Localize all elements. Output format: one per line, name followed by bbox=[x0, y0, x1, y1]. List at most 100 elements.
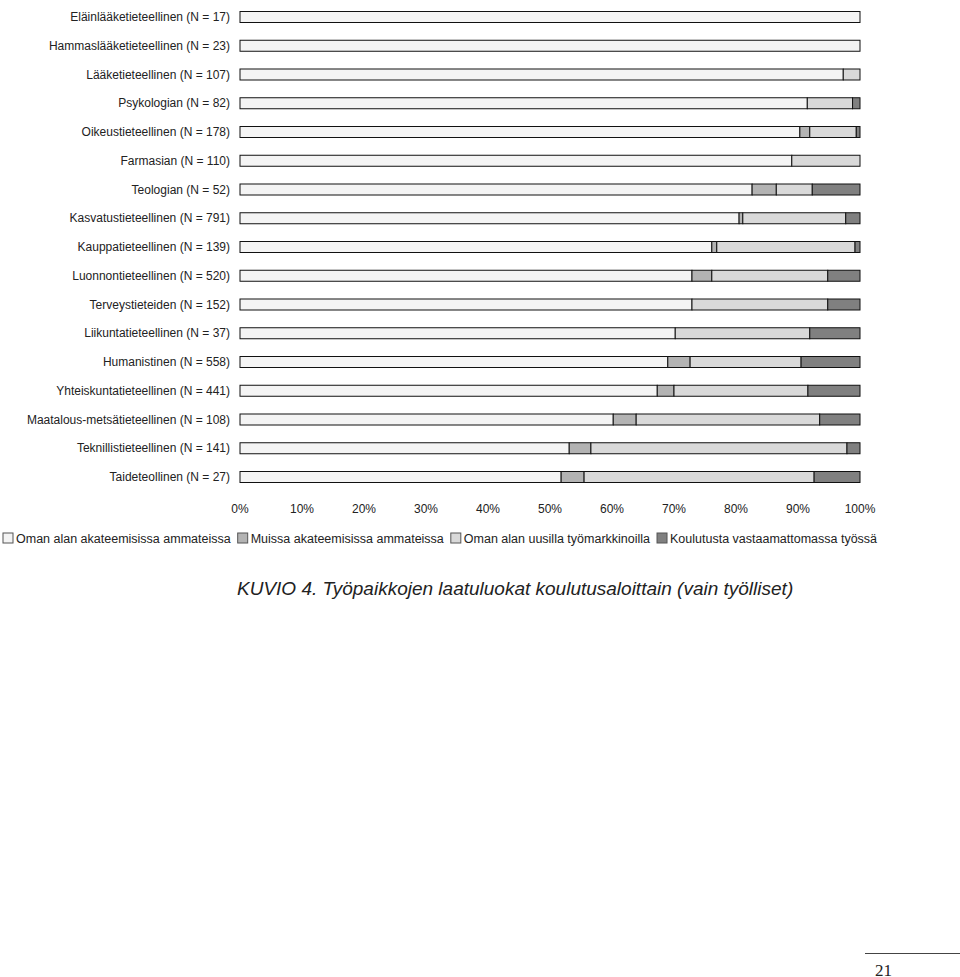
bar-segment bbox=[668, 357, 690, 368]
page-number: 21 bbox=[875, 961, 892, 977]
bar-segment bbox=[674, 385, 808, 396]
bar-segment bbox=[240, 414, 613, 425]
category-label: Humanistinen (N = 558) bbox=[103, 355, 230, 369]
bar-segment bbox=[846, 213, 860, 224]
bar-segment bbox=[240, 328, 675, 339]
x-tick-label: 20% bbox=[352, 502, 376, 516]
bar-segment bbox=[800, 127, 810, 138]
x-ticks: 0%10%20%30%40%50%60%70%80%90%100% bbox=[231, 493, 875, 516]
category-label: Luonnontieteellinen (N = 520) bbox=[72, 269, 230, 283]
bar-segment bbox=[240, 472, 561, 483]
bar-segment bbox=[843, 69, 860, 80]
bar-segment bbox=[240, 184, 752, 195]
category-label: Lääketieteellinen (N = 107) bbox=[86, 68, 230, 82]
bar-segment bbox=[739, 213, 743, 224]
x-tick-label: 100% bbox=[845, 502, 876, 516]
x-tick-label: 50% bbox=[538, 502, 562, 516]
bar-segment bbox=[752, 184, 776, 195]
bar-segment bbox=[240, 127, 800, 138]
x-tick-label: 30% bbox=[414, 502, 438, 516]
bar-segment bbox=[240, 385, 657, 396]
bar-segment bbox=[240, 12, 860, 23]
category-label: Farmasian (N = 110) bbox=[121, 154, 230, 168]
bar-segment bbox=[860, 12, 861, 23]
x-tick-label: 70% bbox=[662, 502, 686, 516]
x-tick-label: 40% bbox=[476, 502, 500, 516]
bar-segment bbox=[692, 270, 712, 281]
bar-segment bbox=[712, 242, 717, 253]
bar-segment bbox=[690, 357, 801, 368]
page-rule bbox=[865, 953, 960, 954]
bar-segment bbox=[860, 12, 861, 23]
legend-label: Oman alan uusilla työmarkkinoilla bbox=[464, 532, 650, 546]
bar-segment bbox=[657, 385, 674, 396]
legend-label: Oman alan akateemisissa ammateissa bbox=[16, 532, 231, 546]
bar-segment bbox=[240, 213, 739, 224]
bar-segment bbox=[828, 270, 860, 281]
bar-segment bbox=[743, 213, 846, 224]
bar-segment bbox=[860, 40, 861, 51]
bar-segment bbox=[820, 414, 860, 425]
category-label: Teknillistieteellinen (N = 141) bbox=[77, 441, 230, 455]
x-tick-label: 60% bbox=[600, 502, 624, 516]
bar-segment bbox=[792, 155, 860, 166]
bar-segment bbox=[240, 69, 843, 80]
bar-segment bbox=[240, 98, 807, 109]
legend-swatch bbox=[238, 533, 248, 543]
x-tick-label: 10% bbox=[290, 502, 314, 516]
bar-segment bbox=[613, 414, 636, 425]
bar-segment bbox=[240, 443, 569, 454]
chart: Eläinlääketieteellinen (N = 17)Hammaslää… bbox=[0, 0, 960, 977]
x-tick-label: 80% bbox=[724, 502, 748, 516]
legend: Oman alan akateemisissa ammateissa Muissa… bbox=[3, 532, 877, 546]
bar-segment bbox=[636, 414, 820, 425]
bar-segment bbox=[569, 443, 591, 454]
category-label: Yhteiskuntatieteellinen (N = 441) bbox=[56, 384, 230, 398]
bar-segment bbox=[240, 242, 712, 253]
bar-segment bbox=[814, 472, 860, 483]
bar-segment bbox=[847, 443, 860, 454]
legend-swatch bbox=[657, 533, 667, 543]
bar-segment bbox=[240, 40, 860, 51]
category-label: Psykologian (N = 82) bbox=[118, 96, 230, 110]
bars bbox=[240, 12, 860, 483]
category-label: Maatalous-metsätieteellinen (N = 108) bbox=[27, 413, 230, 427]
category-label: Taideteollinen (N = 27) bbox=[110, 470, 230, 484]
bar-segment bbox=[591, 443, 847, 454]
bar-segment bbox=[717, 242, 855, 253]
bar-segment bbox=[853, 98, 860, 109]
bar-segment bbox=[584, 472, 814, 483]
bar-segment bbox=[855, 242, 860, 253]
bar-segment bbox=[810, 328, 860, 339]
bar-segment bbox=[561, 472, 584, 483]
bar-segment bbox=[860, 40, 861, 51]
category-label: Kasvatustieteellinen (N = 791) bbox=[70, 211, 230, 225]
bar-segment bbox=[240, 270, 692, 281]
bar-segment bbox=[801, 357, 860, 368]
bar-segment bbox=[860, 40, 861, 51]
category-label: Teologian (N = 52) bbox=[132, 183, 230, 197]
bar-segment bbox=[240, 357, 668, 368]
bar-segment bbox=[808, 385, 860, 396]
bar-segment bbox=[240, 299, 692, 310]
bar-segment bbox=[712, 270, 828, 281]
bar-segment bbox=[828, 299, 860, 310]
x-tick-label: 0% bbox=[231, 502, 249, 516]
legend-label: Muissa akateemisissa ammateissa bbox=[251, 532, 444, 546]
category-label: Hammaslääketieteellinen (N = 23) bbox=[49, 39, 230, 53]
bar-segment bbox=[860, 69, 861, 80]
bar-segment bbox=[776, 184, 812, 195]
bar-segment bbox=[692, 299, 828, 310]
category-labels: Eläinlääketieteellinen (N = 17)Hammaslää… bbox=[27, 10, 230, 484]
bar-segment bbox=[807, 98, 852, 109]
legend-swatch bbox=[3, 533, 13, 543]
category-label: Terveystieteiden (N = 152) bbox=[90, 298, 230, 312]
bar-segment bbox=[860, 155, 861, 166]
bar-segment bbox=[675, 328, 810, 339]
bar-segment bbox=[812, 184, 860, 195]
bar-segment bbox=[810, 127, 857, 138]
category-label: Liikuntatieteellinen (N = 37) bbox=[84, 326, 230, 340]
bar-segment bbox=[856, 127, 860, 138]
caption: KUVIO 4. Työpaikkojen laatuluokat koulut… bbox=[237, 578, 793, 599]
legend-swatch bbox=[451, 533, 461, 543]
